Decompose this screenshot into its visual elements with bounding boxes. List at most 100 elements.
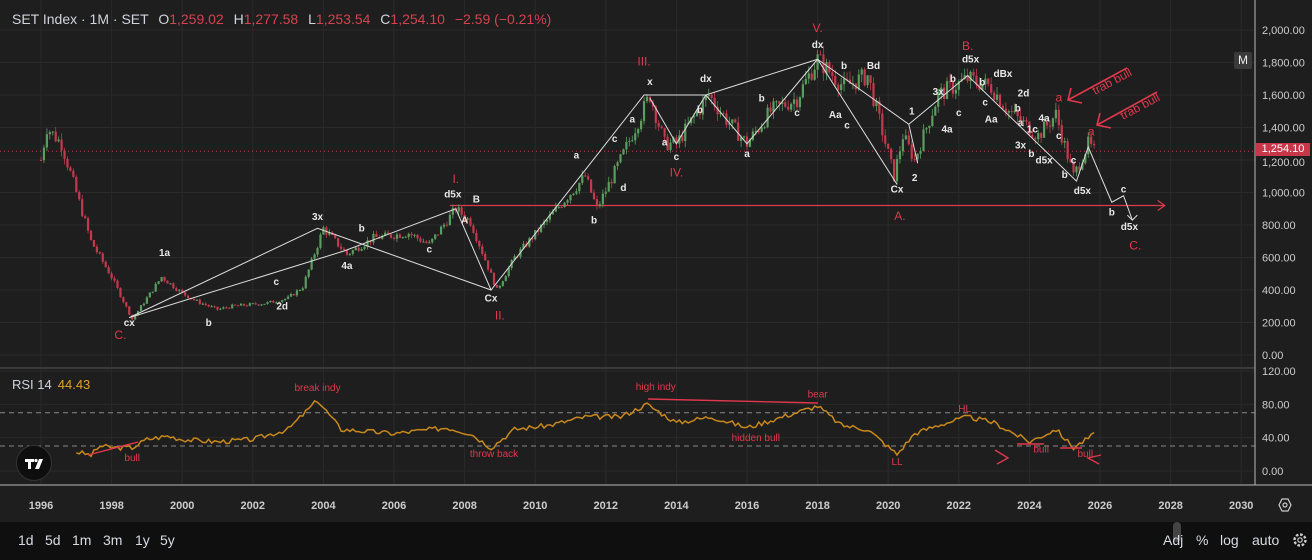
auto-toggle[interactable]: auto: [1252, 532, 1280, 548]
symbol-header: SET Index · 1M · SET O1,259.02 H1,277.58…: [12, 11, 551, 27]
candle-down: [660, 126, 663, 129]
candle-up: [1063, 140, 1066, 143]
candle-down: [475, 232, 478, 242]
range-5y[interactable]: 5y: [160, 532, 175, 548]
candle-up: [1007, 111, 1010, 113]
symbol-title[interactable]: SET Index · 1M · SET: [12, 11, 149, 27]
tradingview-logo[interactable]: [16, 445, 52, 481]
wave-label: Cx: [485, 293, 498, 304]
wave-label: Aa: [829, 110, 842, 121]
candle-up: [754, 130, 757, 132]
candle-down: [948, 81, 952, 83]
wave-label-major: A.: [894, 209, 905, 223]
time-tick-label: 2010: [523, 500, 547, 512]
rsi-label[interactable]: RSI 14: [12, 377, 52, 392]
hexagon-settings-icon[interactable]: [1274, 495, 1296, 515]
candle-down: [72, 170, 75, 177]
wave-label-major: V.: [812, 21, 822, 35]
candle-up: [572, 193, 575, 195]
wave-label: dx: [812, 40, 824, 51]
candle-up: [622, 149, 625, 155]
candle-up: [860, 69, 863, 75]
candle-up: [545, 219, 549, 222]
candle-up: [401, 236, 404, 238]
candle-up: [901, 139, 905, 152]
candle-up: [1075, 166, 1078, 173]
candle-up: [413, 234, 416, 236]
candle-down: [1045, 121, 1049, 126]
candle-down: [892, 159, 896, 182]
low-value: 1,253.54: [315, 11, 371, 27]
candle-up: [1013, 110, 1016, 113]
candle-up: [404, 236, 407, 238]
wave-label: 3x: [1015, 141, 1027, 152]
candle-up: [281, 300, 284, 303]
rsi-header: RSI 14 44.43: [12, 377, 90, 392]
candle-up: [728, 123, 731, 125]
candle-down: [1001, 106, 1005, 109]
candle-down: [757, 130, 760, 132]
wave-label: 4a: [941, 124, 953, 135]
time-tick-label: 2014: [664, 500, 689, 512]
candle-down: [478, 241, 481, 247]
candle-up: [578, 182, 581, 192]
candle-up: [566, 200, 569, 203]
wave-label-major: I.: [452, 172, 459, 186]
price-tick-label: 1,000.00: [1262, 188, 1305, 200]
candle-up: [692, 115, 696, 118]
range-1d[interactable]: 1d: [18, 532, 34, 548]
percent-toggle[interactable]: %: [1196, 532, 1209, 548]
candle-up: [1037, 133, 1040, 140]
candle-down: [1090, 136, 1093, 144]
projection-arrow-icon: [1127, 214, 1138, 221]
candle-down: [113, 278, 116, 281]
wave-label: b: [759, 94, 765, 105]
candle-down: [392, 237, 396, 239]
wave-label: b: [1109, 207, 1115, 218]
candle-up: [981, 84, 984, 90]
candle-down: [966, 75, 969, 82]
candle-down: [657, 122, 660, 127]
candle-down: [869, 75, 872, 84]
gear-icon[interactable]: [1291, 531, 1309, 549]
time-tick-label: 2004: [311, 500, 336, 512]
wave-trendline: [649, 58, 818, 145]
interval-button[interactable]: M: [1234, 52, 1252, 69]
adj-toggle[interactable]: Adj: [1163, 532, 1184, 548]
candle-up: [813, 69, 816, 80]
candle-down: [737, 122, 740, 141]
wave-label: dBx: [993, 69, 1012, 80]
candle-up: [707, 94, 710, 97]
range-3m[interactable]: 3m: [103, 532, 123, 548]
candle-up: [145, 297, 148, 304]
candle-up: [316, 247, 319, 255]
range-1y[interactable]: 1y: [135, 532, 150, 548]
wave-label: c: [674, 152, 680, 163]
candle-up: [634, 133, 637, 141]
grid: [0, 0, 1312, 485]
wave-label: b: [979, 77, 985, 88]
candle-up: [504, 276, 507, 282]
candle-down: [1057, 109, 1060, 126]
time-tick-label: 2020: [876, 500, 900, 512]
candle-up: [287, 296, 290, 299]
range-1m[interactable]: 1m: [72, 532, 92, 548]
candle-up: [604, 191, 607, 194]
rsi-arrow-icon: [994, 449, 1010, 465]
candle-down: [463, 214, 466, 220]
candle-down: [734, 119, 737, 123]
candle-up: [260, 304, 263, 306]
rsi-annotation: HL: [958, 404, 971, 415]
log-toggle[interactable]: log: [1220, 532, 1239, 548]
time-tick-label: 2016: [735, 500, 759, 512]
price-tick-label: 1,800.00: [1262, 58, 1305, 70]
candle-down: [1072, 162, 1075, 173]
rsi-annotation: bull: [1078, 449, 1094, 460]
wave-label: 3x: [933, 87, 945, 98]
candle-up: [701, 100, 704, 115]
last-price-tag: 1,254.10: [1256, 143, 1310, 156]
range-5d[interactable]: 5d: [45, 532, 61, 548]
candle-down: [192, 298, 196, 300]
candle-down: [710, 94, 713, 98]
